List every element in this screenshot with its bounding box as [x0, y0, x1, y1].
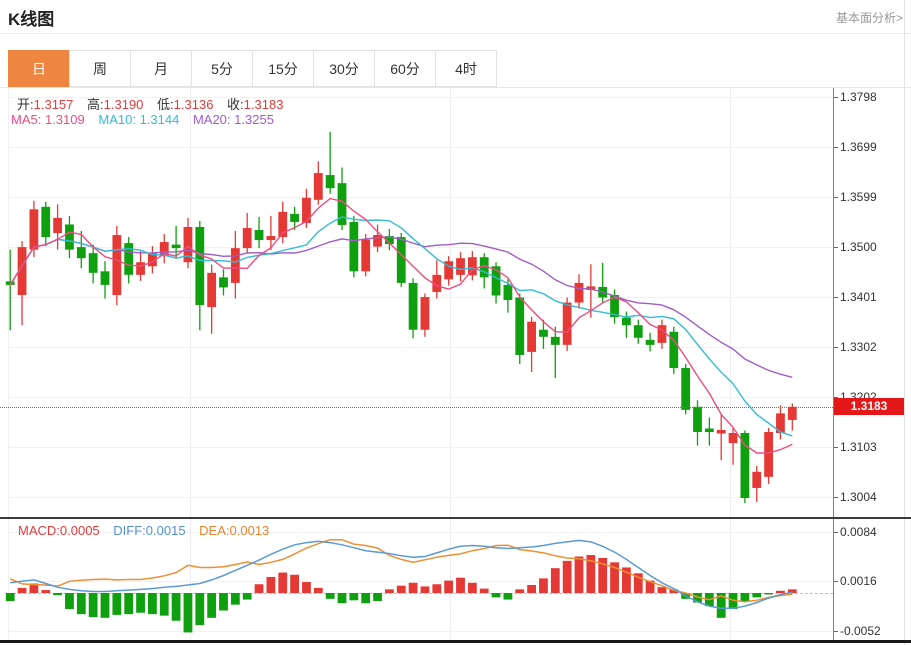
axis-tick-label: 0.0084	[840, 524, 877, 539]
plot-left-border	[8, 88, 9, 640]
axis-tick	[833, 397, 838, 399]
ma-readout: MA5: 1.3109 MA10: 1.3144 MA20: 1.3255	[11, 112, 284, 127]
axis-tick	[833, 346, 838, 348]
horizontal-gridline	[8, 581, 833, 583]
axis-tick	[833, 247, 838, 249]
horizontal-gridline	[8, 497, 833, 498]
tab-5分[interactable]: 5分	[191, 50, 253, 87]
ma5-label: MA5:	[11, 112, 42, 127]
ma20-label: MA20:	[192, 112, 231, 127]
axis-tick	[833, 631, 838, 632]
panel-separator	[0, 517, 911, 519]
horizontal-gridline	[8, 97, 833, 98]
widget-right-border	[904, 0, 905, 645]
tab-日[interactable]: 日	[8, 50, 70, 87]
diff-value: 0.0015	[145, 523, 186, 538]
ma10-label: MA10:	[98, 112, 136, 127]
dea-value: 0.0013	[229, 523, 270, 538]
axis-tick	[833, 297, 838, 298]
ma5-value: 1.3109	[44, 112, 85, 127]
low-value: 1.3136	[173, 97, 214, 112]
high-label: 高:	[87, 97, 104, 112]
axis-tick	[833, 531, 838, 533]
axis-tick-label: 1.3798	[840, 90, 877, 104]
page-title: K线图	[8, 10, 55, 29]
axis-tick	[833, 581, 838, 583]
axis-tick-label: 1.3500	[840, 240, 877, 255]
current-price-tag: 1.3183	[834, 398, 904, 416]
low-label: 低:	[157, 97, 174, 112]
axis-tick-label: 1.3302	[840, 339, 877, 354]
ma20-value: 1.3255	[234, 112, 274, 127]
macd-readout: MACD:0.0005 DIFF:0.0015 DEA:0.0013	[18, 523, 279, 538]
close-value: 1.3183	[243, 97, 284, 112]
horizontal-gridline	[8, 447, 833, 449]
vertical-gridline	[730, 88, 731, 639]
horizontal-gridline	[8, 346, 833, 348]
dea-label: DEA:	[199, 523, 230, 538]
axis-tick	[833, 447, 838, 449]
axis-tick-label: 0.0016	[840, 574, 877, 589]
axis-tick-label: 1.3699	[840, 139, 877, 154]
axis-tick	[833, 146, 838, 148]
macd-zero-line	[8, 593, 833, 594]
tab-60分[interactable]: 60分	[374, 50, 436, 87]
horizontal-gridline	[8, 197, 833, 199]
horizontal-gridline	[8, 247, 833, 249]
axis-tick	[833, 97, 838, 98]
fundamental-analysis-link[interactable]: 基本面分析>	[835, 11, 903, 25]
high-value: 1.3190	[103, 97, 144, 112]
chart-bottom-border	[0, 640, 911, 643]
tab-月[interactable]: 月	[130, 50, 192, 87]
horizontal-gridline	[8, 397, 833, 399]
open-value: 1.3157	[33, 97, 74, 112]
tab-周[interactable]: 周	[69, 50, 131, 87]
macd-value: 0.0005	[59, 523, 100, 538]
axis-tick-label: 1.3004	[840, 490, 877, 504]
chart-top-border	[0, 87, 911, 88]
axis-tick-label: -0.0052	[840, 624, 881, 638]
horizontal-gridline	[8, 531, 833, 533]
close-label: 收:	[227, 97, 244, 112]
axis-tick-label: 1.3401	[840, 290, 877, 304]
open-label: 开:	[17, 97, 34, 112]
tab-30分[interactable]: 30分	[313, 50, 375, 87]
vertical-gridline	[450, 88, 451, 639]
ma10-value: 1.3144	[139, 112, 180, 127]
horizontal-gridline	[8, 631, 833, 632]
diff-label: DIFF:	[113, 523, 146, 538]
ohlc-readout: 开:1.3157 高:1.3190 低:1.3136 收:1.3183	[17, 94, 293, 113]
horizontal-gridline	[8, 297, 833, 298]
axis-tick	[833, 197, 838, 199]
right-axis-line	[833, 88, 834, 641]
tab-4时[interactable]: 4时	[435, 50, 497, 87]
header-divider	[0, 33, 911, 34]
current-price-line	[0, 406, 833, 408]
interval-tab-bar: 日周月 5分 15分 30分 60分 4时	[8, 50, 497, 87]
tab-15分[interactable]: 15分	[252, 50, 314, 87]
axis-tick-label: 1.3103	[840, 440, 877, 455]
axis-tick	[833, 497, 838, 498]
horizontal-gridline	[8, 146, 833, 148]
vertical-gridline	[190, 88, 191, 639]
macd-label: MACD:	[18, 523, 60, 538]
axis-tick-label: 1.3599	[840, 190, 877, 205]
